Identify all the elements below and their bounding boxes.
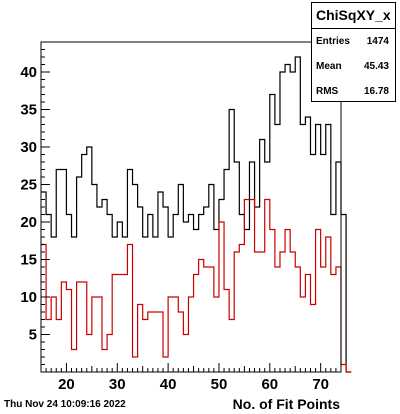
series-0-steps xyxy=(41,56,352,373)
y-tick-label: 15 xyxy=(20,252,37,269)
x-tick-label: 60 xyxy=(261,376,278,393)
stats-mean-value: 45.43 xyxy=(363,61,389,72)
y-tick-label: 20 xyxy=(20,214,37,231)
x-tick-label: 50 xyxy=(211,376,228,393)
stats-rms-value: 16.78 xyxy=(363,86,389,97)
stats-entries-label: Entries xyxy=(316,36,350,47)
plot-frame xyxy=(40,41,342,373)
stats-title: ChiSqXY_x xyxy=(312,3,395,29)
y-tick-label: 40 xyxy=(20,64,37,81)
y-tick-label: 10 xyxy=(20,289,37,306)
x-tick-label: 30 xyxy=(109,376,126,393)
stats-box: ChiSqXY_x Entries 1474 Mean 45.43 RMS 16… xyxy=(311,2,396,102)
stats-row-mean: Mean 45.43 xyxy=(312,54,395,79)
axis-layer: 20 30 40 50 60 70 5 10 15 20 25 30 35 40 xyxy=(20,41,342,393)
series-1-steps xyxy=(41,198,352,373)
stats-entries-value: 1474 xyxy=(366,36,389,47)
x-tick-label: 40 xyxy=(160,376,177,393)
stats-row-rms: RMS 16.78 xyxy=(312,79,395,104)
x-axis-title: No. of Fit Points xyxy=(232,396,340,412)
stats-rms-label: RMS xyxy=(316,86,339,97)
y-tick-label: 5 xyxy=(29,327,37,344)
x-tick-label: 20 xyxy=(58,376,75,393)
y-tick-label: 35 xyxy=(20,102,37,119)
x-tick-label: 70 xyxy=(312,376,329,393)
timestamp: Thu Nov 24 10:09:16 2022 xyxy=(4,399,126,410)
stats-mean-label: Mean xyxy=(316,61,342,72)
y-tick-label: 30 xyxy=(20,139,37,156)
series-layer xyxy=(41,56,352,373)
stats-row-entries: Entries 1474 xyxy=(312,29,395,54)
y-tick-label: 25 xyxy=(20,177,37,194)
